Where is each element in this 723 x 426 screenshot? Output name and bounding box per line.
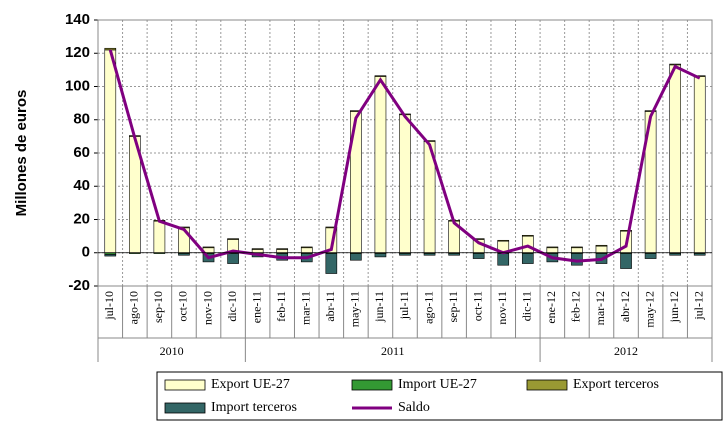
- bar: [644, 110, 657, 112]
- x-tick-label: jul-12: [691, 291, 705, 321]
- bar: [276, 249, 289, 254]
- bar: [693, 76, 706, 254]
- x-tick-label: jun-11: [372, 291, 386, 323]
- y-tick-label: 140: [65, 11, 90, 28]
- legend-label: Export UE-27: [211, 377, 290, 392]
- bar: [644, 253, 657, 259]
- bar: [472, 253, 485, 259]
- bar: [620, 253, 632, 269]
- bar: [620, 230, 632, 232]
- legend-swatch: [351, 379, 393, 391]
- bar: [251, 249, 264, 254]
- x-tick-label: ago-11: [421, 291, 435, 324]
- bar: [227, 253, 239, 264]
- x-tick-label: mar-11: [299, 291, 313, 325]
- bar: [669, 64, 681, 254]
- x-tick-label: jun-12: [667, 291, 681, 323]
- bar: [350, 253, 362, 261]
- x-tick-label: ene-12: [544, 291, 558, 324]
- bar: [178, 253, 190, 256]
- bar: [399, 114, 411, 254]
- bar: [521, 235, 534, 254]
- bar: [423, 253, 436, 256]
- y-tick-label: -20: [68, 277, 90, 294]
- group-label: 2010: [160, 344, 184, 358]
- bar: [104, 47, 117, 51]
- y-tick-label: 20: [73, 210, 90, 227]
- bar: [571, 246, 583, 249]
- legend-box: [156, 371, 723, 421]
- bar: [595, 245, 608, 254]
- x-tick-label: jul-10: [102, 291, 116, 321]
- bar: [374, 253, 387, 258]
- x-tick-label: sep-11: [446, 291, 460, 323]
- bar: [374, 75, 387, 77]
- x-tick-label: may-11: [348, 291, 362, 327]
- bar: [571, 247, 583, 254]
- x-tick-label: dic-10: [225, 291, 239, 322]
- bar: [546, 247, 559, 254]
- bar: [546, 246, 559, 249]
- bar: [300, 247, 313, 254]
- x-tick-label: abr-11: [323, 291, 337, 322]
- x-tick-label: ago-10: [127, 291, 141, 324]
- bar: [300, 246, 313, 249]
- x-tick-label: oct-10: [176, 291, 190, 322]
- x-tick-label: sep-10: [151, 291, 165, 323]
- bar: [669, 253, 681, 256]
- y-tick-label: 80: [73, 111, 90, 128]
- y-axis-label: Millones de euros: [13, 90, 30, 217]
- x-tick-label: jul-11: [397, 291, 411, 320]
- legend-label: Export terceros: [573, 377, 659, 392]
- y-tick-label: 60: [73, 144, 90, 161]
- y-tick-label: 120: [65, 44, 90, 61]
- legend-swatch: [164, 402, 206, 414]
- legend-label: Import terceros: [211, 400, 297, 415]
- y-tick-label: 40: [73, 177, 90, 194]
- x-tick-label: mar-12: [593, 291, 607, 325]
- x-tick-label: feb-12: [569, 291, 583, 322]
- bar: [202, 246, 215, 249]
- bar: [497, 253, 510, 266]
- bar: [595, 244, 608, 247]
- x-tick-label: dic-11: [520, 291, 534, 321]
- x-tick-label: abr-12: [618, 291, 632, 322]
- group-label: 2012: [614, 344, 638, 358]
- bar: [448, 253, 460, 256]
- bar: [276, 248, 289, 250]
- legend-swatch: [526, 379, 568, 391]
- plot-frame: [97, 19, 713, 287]
- bar: [104, 49, 117, 254]
- bar: [497, 239, 510, 242]
- bar: [227, 238, 239, 240]
- legend-label: Saldo: [398, 400, 430, 415]
- bar: [399, 253, 411, 256]
- bar: [104, 254, 117, 257]
- y-tick-label: 100: [65, 77, 90, 94]
- legend-swatch: [164, 379, 206, 391]
- x-tick-label: may-12: [642, 291, 656, 328]
- bar: [325, 253, 338, 274]
- bar: [423, 140, 436, 142]
- x-tick-label: nov-11: [495, 291, 509, 325]
- x-tick-label: ene-11: [249, 291, 263, 323]
- y-tick-label: 0: [82, 244, 90, 261]
- x-tick-label: oct-11: [470, 291, 484, 321]
- bar: [521, 253, 534, 264]
- bar: [693, 253, 706, 256]
- group-label: 2011: [381, 344, 405, 358]
- bar: [374, 76, 387, 254]
- x-tick-label: nov-10: [200, 291, 214, 325]
- bar: [251, 248, 264, 250]
- legend-label: Import UE-27: [398, 377, 477, 392]
- bar: [669, 63, 681, 66]
- bar: [153, 220, 166, 254]
- x-tick-label: feb-11: [274, 291, 288, 322]
- bar: [521, 234, 534, 237]
- line: [108, 49, 701, 263]
